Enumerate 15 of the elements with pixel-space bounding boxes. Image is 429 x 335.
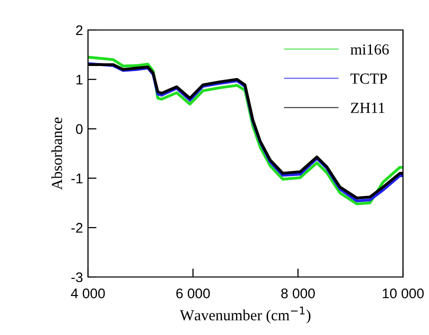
y-tick-label: -2: [71, 222, 82, 233]
legend-label: mi166: [350, 44, 389, 55]
y-tick-label: 0: [76, 124, 83, 134]
y-tick-label: 1: [76, 74, 82, 84]
x-axis-title: Wavenumber (cm$^{−1}$): [180, 306, 310, 324]
x-tick-label: 8 000: [281, 288, 315, 298]
y-tick-label: -3: [71, 272, 83, 282]
legend-label: TCTP: [350, 74, 387, 84]
legend-label: ZH11: [350, 102, 384, 113]
x-tick-label: 4 000: [70, 288, 105, 298]
y-tick-label: 2: [76, 25, 82, 36]
y-tick-label: -1: [71, 174, 82, 184]
y-axis-title: Absorbance: [51, 118, 62, 190]
x-tick-label: 10 000: [382, 288, 424, 298]
x-tick-label: 6 000: [176, 288, 210, 298]
